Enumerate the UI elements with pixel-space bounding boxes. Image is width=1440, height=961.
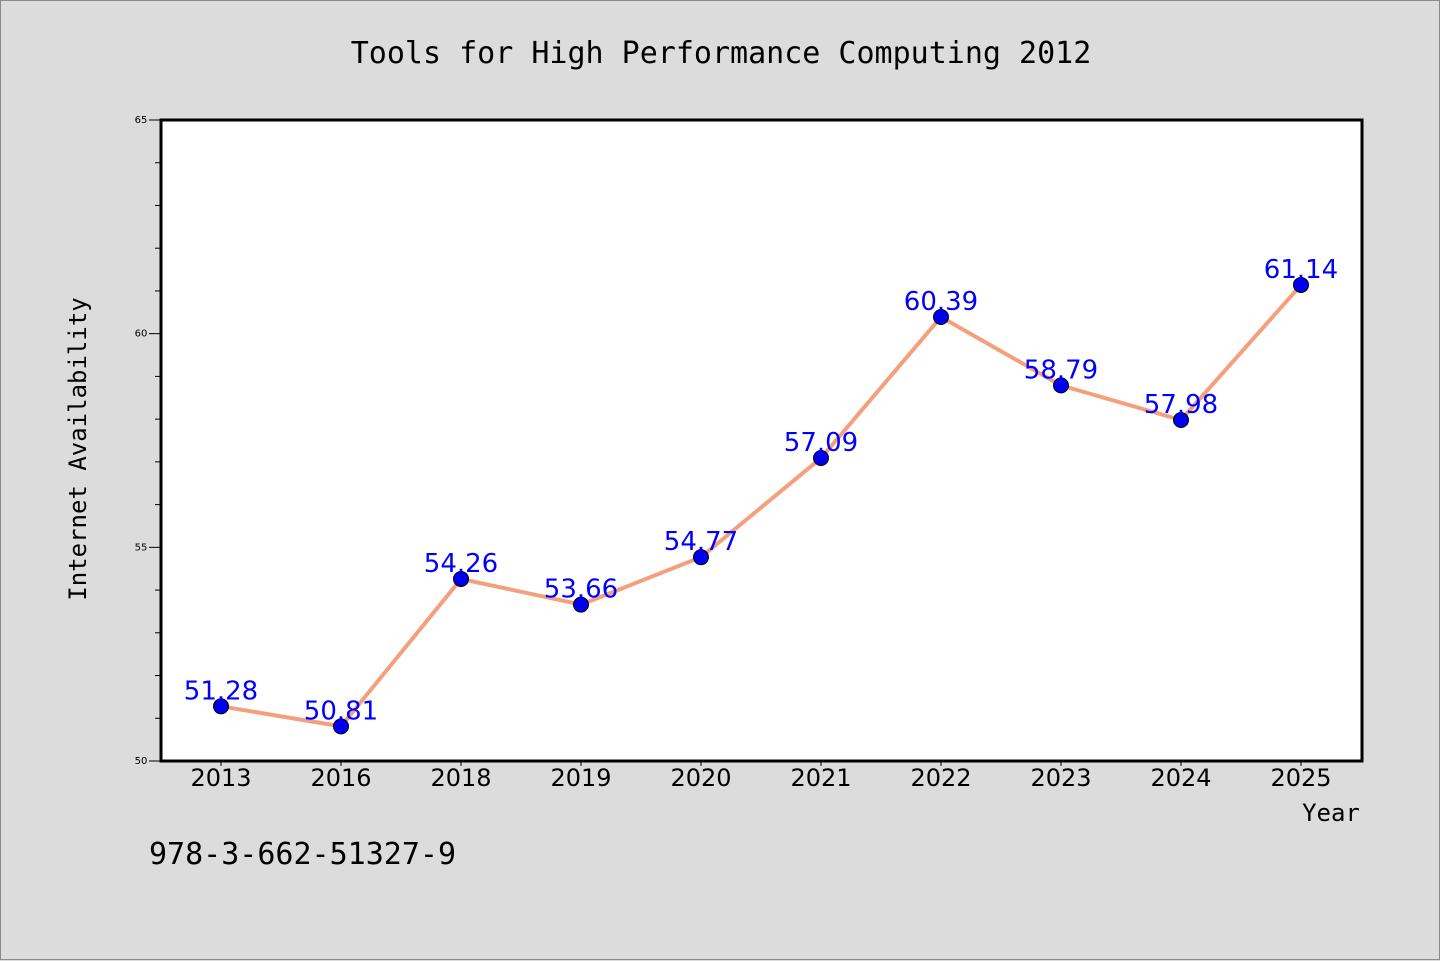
data-label: 54.26	[424, 549, 498, 579]
data-label: 61.14	[1264, 255, 1338, 285]
series-line-group	[219, 282, 1303, 729]
data-point	[693, 549, 709, 566]
y-tick-label: 60	[135, 329, 148, 340]
x-tick-label: 2024	[1150, 764, 1211, 792]
x-tick-label: 2018	[430, 764, 491, 792]
data-point	[573, 596, 589, 613]
x-tick-label: 2023	[1030, 764, 1091, 792]
x-tick-label: 2022	[910, 764, 971, 792]
y-tick-label: 55	[135, 542, 148, 553]
markers-group	[213, 276, 1309, 735]
data-label: 54.77	[664, 527, 738, 557]
data-label: 58.79	[1024, 355, 1098, 385]
x-tick-label: 2016	[310, 764, 371, 792]
data-point	[933, 309, 949, 326]
chart-title: Tools for High Performance Computing 201…	[351, 36, 1092, 71]
data-point	[1293, 276, 1309, 293]
data-point	[1173, 411, 1189, 428]
x-tick-label: 2025	[1270, 764, 1331, 792]
data-point	[213, 698, 229, 715]
y-tick-label: 65	[135, 115, 148, 126]
x-tick-label: 2020	[670, 764, 731, 792]
y-axis-label: Internet Availability	[64, 297, 92, 600]
data-point	[453, 570, 469, 587]
data-label: 57.09	[784, 428, 858, 458]
data-label: 53.66	[544, 575, 618, 605]
y-tick-label: 50	[135, 756, 148, 767]
x-axis-label: Year	[1302, 799, 1360, 827]
x-tick-label: 2013	[190, 764, 251, 792]
x-tick-label: 2019	[550, 764, 611, 792]
data-labels-group: 51.28 50.81 54.26 53.66 54.77 57.09 60.39 58.79…	[184, 255, 1338, 726]
footer-code: 978-3-662-51327-9	[149, 837, 456, 872]
plot-area	[159, 118, 1364, 763]
data-label: 50.81	[304, 696, 378, 726]
y-axis-ticks: 50 55 60 65	[135, 115, 161, 767]
data-label: 51.28	[184, 676, 258, 706]
data-point	[1053, 377, 1069, 394]
x-tick-label: 2021	[790, 764, 851, 792]
data-label: 60.39	[904, 287, 978, 317]
series-line	[219, 282, 1303, 729]
data-label: 57.98	[1144, 390, 1218, 420]
x-axis-ticks: 2013 2016 2018 2019 2020 2021 2022 2023 2024 2025	[190, 761, 1332, 792]
data-point	[333, 718, 349, 735]
data-point	[813, 450, 829, 467]
